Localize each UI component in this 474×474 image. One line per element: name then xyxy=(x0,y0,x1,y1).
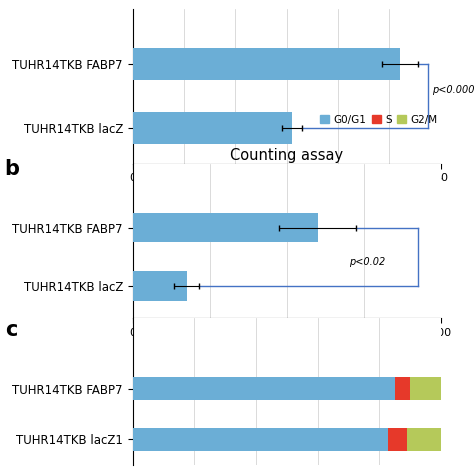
Text: p<0.02: p<0.02 xyxy=(349,256,385,266)
Bar xyxy=(133,48,400,80)
Bar xyxy=(133,272,187,301)
Title: Counting assay: Counting assay xyxy=(230,147,343,163)
Bar xyxy=(389,428,407,451)
Bar xyxy=(133,112,292,145)
Bar xyxy=(133,428,389,451)
Text: p<0.0001: p<0.0001 xyxy=(432,85,474,95)
Text: b: b xyxy=(5,159,20,179)
X-axis label: Doubling time (hour): Doubling time (hour) xyxy=(218,189,356,202)
Legend: G0/G1, S, G2/M: G0/G1, S, G2/M xyxy=(316,111,442,129)
Text: c: c xyxy=(5,320,17,340)
Bar xyxy=(133,213,318,242)
Bar xyxy=(133,377,394,400)
Bar xyxy=(394,377,410,400)
X-axis label: Doubling time (hour): Doubling time (hour) xyxy=(218,343,356,356)
Bar xyxy=(410,377,441,400)
Bar xyxy=(407,428,441,451)
